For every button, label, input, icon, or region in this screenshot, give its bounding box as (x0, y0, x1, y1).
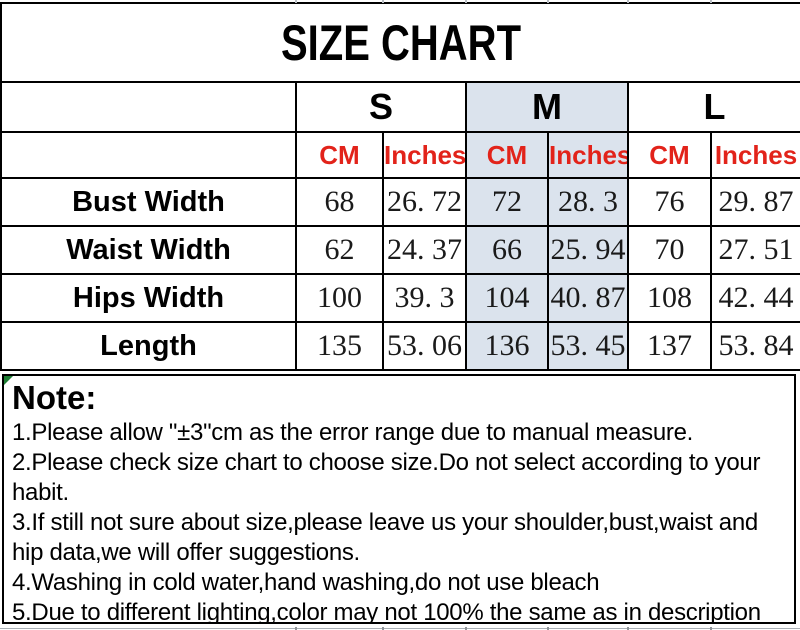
note-item-2: 2.Please check size chart to choose size… (12, 449, 761, 506)
unit-header-l-inches: Inches (709, 131, 800, 179)
value-cell: 26. 72 (382, 177, 467, 227)
value-cell: 27. 51 (709, 225, 800, 275)
value-cell: 53. 84 (709, 321, 800, 371)
gridline-tick (547, 627, 549, 630)
gridline-tick (465, 627, 467, 630)
note-item-5: 5.Due to different lighting,color may no… (12, 599, 761, 624)
note-section: Note: 1.Please allow "±3"cm as the error… (2, 374, 796, 624)
table-row-waist-width: Waist Width 62 24. 37 66 25. 94 70 27. 5… (0, 225, 800, 275)
value-cell: 68 (295, 177, 384, 227)
gridline-tick (382, 0, 384, 3)
note-item-1: 1.Please allow "±3"cm as the error range… (12, 419, 694, 446)
page-title-cell: SIZE CHART (0, 2, 800, 83)
gridline-bottom (0, 628, 800, 629)
size-chart-table: SIZE CHART S M L CM Inches CM Inches CM … (0, 2, 800, 371)
value-cell: 24. 37 (382, 225, 467, 275)
gridline-tick (627, 0, 629, 3)
note-heading: Note: (12, 379, 97, 416)
gridline-tick (547, 0, 549, 3)
size-column-l: L (626, 81, 800, 133)
value-cell: 135 (295, 321, 384, 371)
table-row-bust-width: Bust Width 68 26. 72 72 28. 3 76 29. 87 (0, 177, 800, 227)
value-cell: 40. 87 (547, 273, 629, 323)
value-cell: 53. 06 (382, 321, 467, 371)
gridline-tick (710, 627, 712, 630)
size-header-row: S M L (0, 81, 800, 133)
value-cell: 136 (465, 321, 549, 371)
gridline-tick (710, 0, 712, 3)
value-cell: 70 (627, 225, 712, 275)
value-cell: 104 (465, 273, 549, 323)
unit-header-l-cm: CM (627, 131, 712, 179)
value-cell: 76 (627, 177, 712, 227)
table-row-length: Length 135 53. 06 136 53. 45 137 53. 84 (0, 321, 800, 371)
row-label-waist-width: Waist Width (0, 225, 297, 275)
empty-corner-cell (0, 81, 297, 133)
row-label-length: Length (0, 321, 297, 371)
gridline-tick (465, 0, 467, 3)
table-row-hips-width: Hips Width 100 39. 3 104 40. 87 108 42. … (0, 273, 800, 323)
gridline-tick (295, 0, 297, 3)
value-cell: 66 (465, 225, 549, 275)
size-column-m: M (465, 81, 629, 133)
value-cell: 53. 45 (547, 321, 629, 371)
row-label-hips-width: Hips Width (0, 273, 297, 323)
note-item-4: 4.Washing in cold water,hand washing,do … (12, 569, 600, 596)
title-row: SIZE CHART (0, 2, 800, 83)
gridline-tick (627, 627, 629, 630)
note-item-3: 3.If still not sure about size,please le… (12, 509, 758, 566)
empty-corner-cell (0, 131, 297, 179)
value-cell: 100 (295, 273, 384, 323)
value-cell: 42. 44 (709, 273, 800, 323)
unit-header-m-inches: Inches (547, 131, 629, 179)
row-label-bust-width: Bust Width (0, 177, 297, 227)
value-cell: 39. 3 (382, 273, 467, 323)
gridline-tick (295, 627, 297, 630)
unit-header-row: CM Inches CM Inches CM Inches (0, 131, 800, 179)
cell-corner-triangle-icon (4, 376, 13, 385)
value-cell: 108 (627, 273, 712, 323)
unit-header-m-cm: CM (465, 131, 549, 179)
unit-header-s-cm: CM (295, 131, 384, 179)
unit-header-s-inches: Inches (382, 131, 467, 179)
value-cell: 72 (465, 177, 549, 227)
gridline-tick (382, 627, 384, 630)
value-cell: 25. 94 (547, 225, 629, 275)
value-cell: 62 (295, 225, 384, 275)
size-column-s: S (295, 81, 467, 133)
value-cell: 29. 87 (709, 177, 800, 227)
value-cell: 28. 3 (547, 177, 629, 227)
value-cell: 137 (627, 321, 712, 371)
page-title: SIZE CHART (281, 14, 521, 71)
